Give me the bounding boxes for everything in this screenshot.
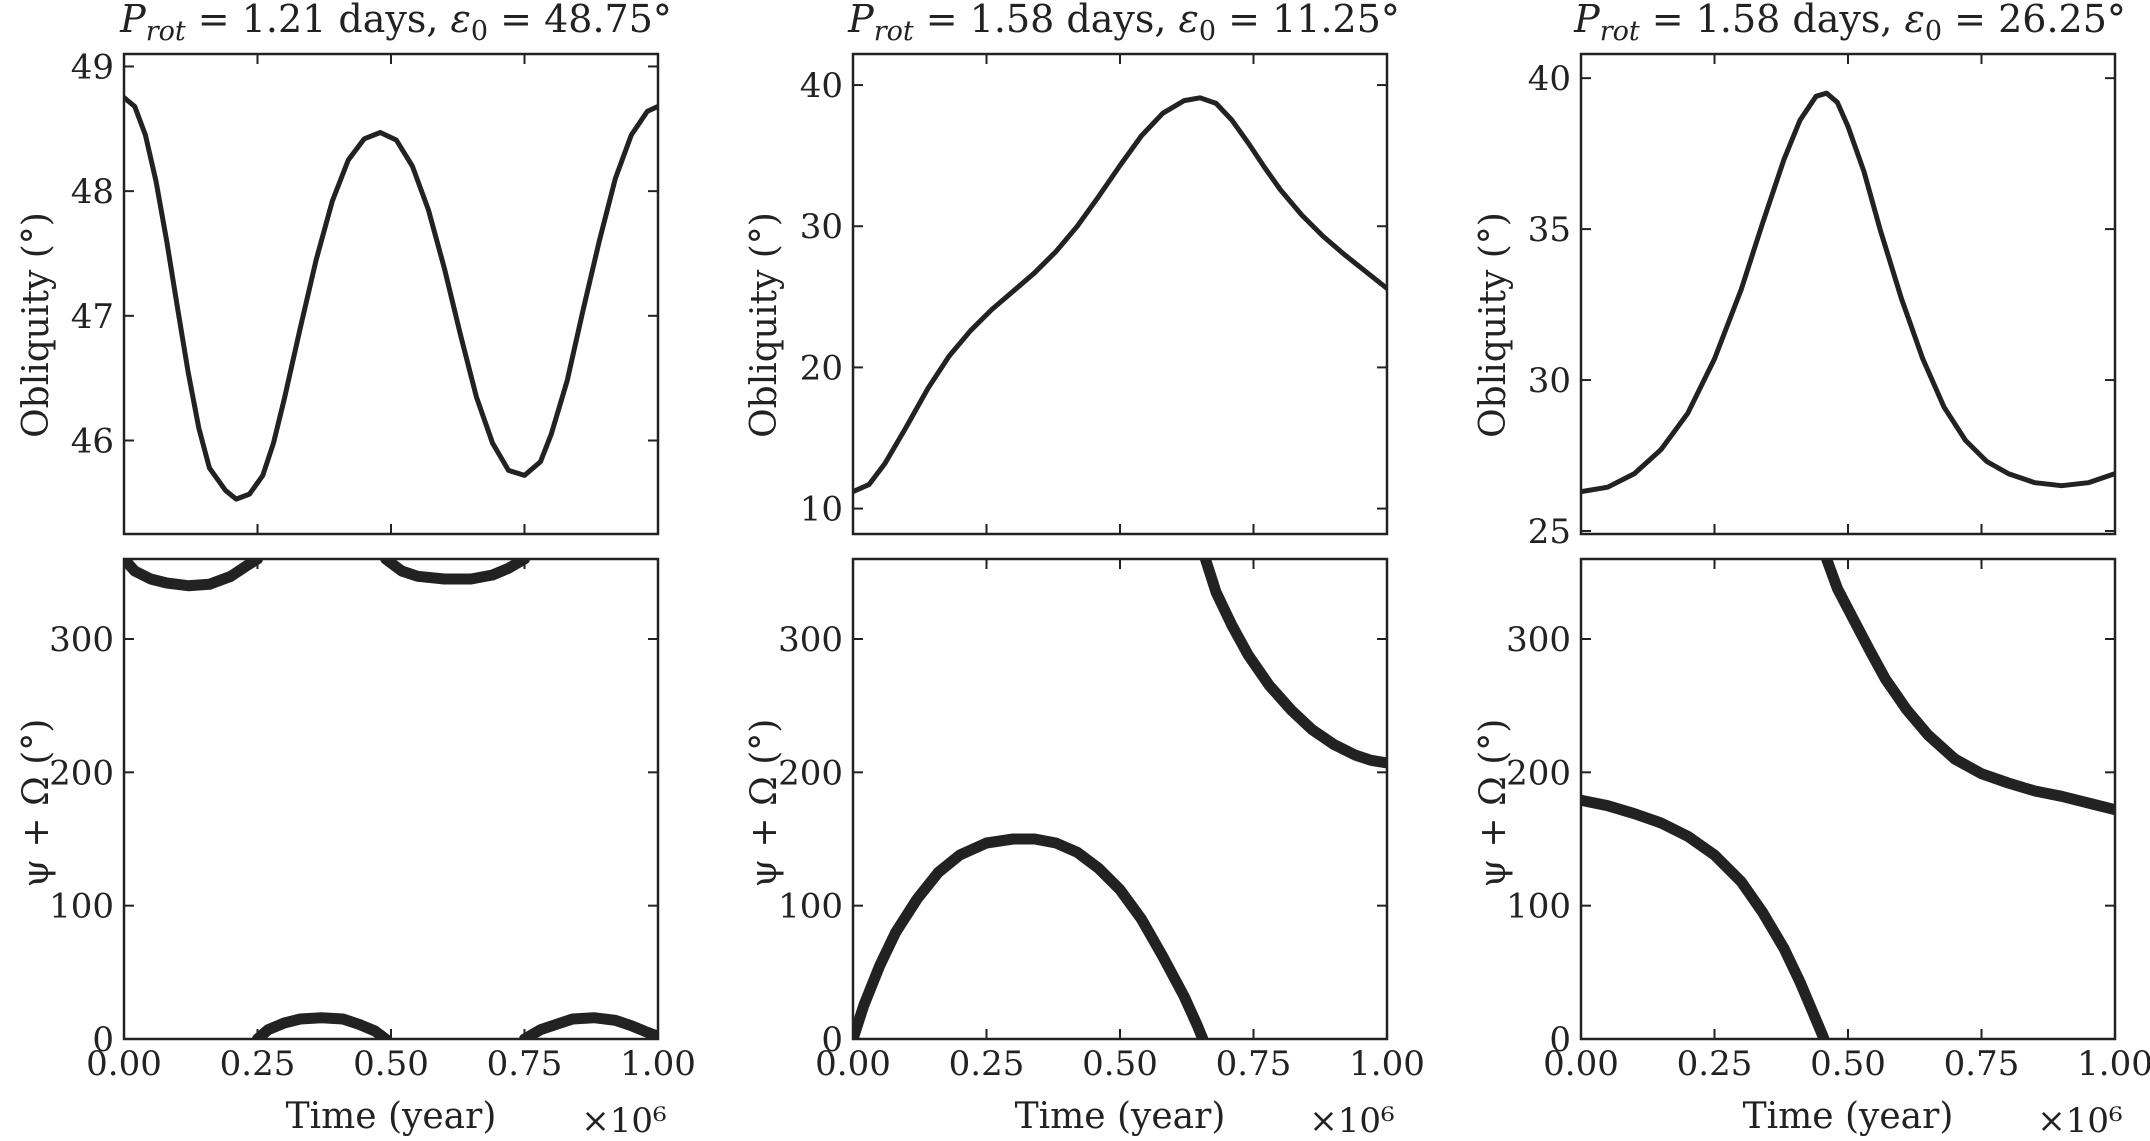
y-tick-label: 300 — [49, 620, 114, 660]
axes-frame — [122, 557, 660, 1041]
panel-4: 0 100 200 300 0.00 0.25 0.50 0.75 1.00 — [49, 557, 696, 1084]
series-line-1-1 — [124, 95, 658, 502]
axes-frame — [1579, 557, 2117, 1041]
x-tick-label: 1.00 — [620, 1044, 696, 1084]
y-tick-label: 200 — [49, 753, 114, 793]
y-tick-label: 0 — [821, 1020, 843, 1060]
series-line-4-2 — [252, 1012, 392, 1039]
axes-frame — [851, 557, 1389, 1041]
x-multiplier-1: ×10⁶ — [581, 1101, 666, 1141]
x-tick-label: 0.75 — [487, 1044, 563, 1084]
series-line-4-1 — [124, 559, 263, 592]
series-line-6-1 — [1581, 794, 1830, 1039]
x-tick-label: 0.00 — [1543, 1044, 1619, 1084]
x-tick-label: 1.00 — [2077, 1044, 2150, 1084]
y-tick-label: 0 — [92, 1020, 114, 1060]
x-tick-label: 0.50 — [353, 1044, 429, 1084]
panel-title-1: Prot = 1.21 days, ε0 = 48.75° — [119, 0, 672, 47]
y-tick-label: 47 — [71, 297, 114, 337]
x-tick-label: 0.25 — [1677, 1044, 1753, 1084]
x-tick-label: 0.00 — [86, 1044, 162, 1084]
ylabel-top-3: Obliquity (°) — [1473, 212, 1514, 438]
series-line-5-2 — [1199, 559, 1387, 769]
series-line-5-1 — [853, 833, 1209, 1039]
series-line-2-1 — [853, 95, 1387, 495]
y-tick-label: 46 — [71, 421, 114, 461]
y-tick-label: 30 — [1528, 361, 1571, 401]
y-tick-label: 10 — [800, 490, 843, 530]
y-tick-label: 200 — [778, 753, 843, 793]
panel-title-2: Prot = 1.58 days, ε0 = 11.25° — [847, 0, 1400, 47]
x-tick-label: 0.25 — [220, 1044, 296, 1084]
panel-5: 0 100 200 300 0.00 0.25 0.50 0.75 1.00 — [778, 557, 1425, 1084]
y-tick-label: 0 — [1549, 1020, 1571, 1060]
y-tick-label: 100 — [778, 887, 843, 927]
series-line-4-4 — [519, 1012, 658, 1039]
panel-6: 0 100 200 300 0.00 0.25 0.50 0.75 1.00 — [1506, 557, 2150, 1084]
panel-3: 25 30 35 40 — [1528, 52, 2117, 552]
y-tick-label: 30 — [800, 207, 843, 247]
x-tick-label: 0.50 — [1810, 1044, 1886, 1084]
xlabel-1: Time (year) — [286, 1096, 497, 1137]
x-multiplier-2: ×10⁶ — [1309, 1101, 1394, 1141]
ylabel-top-1: Obliquity (°) — [16, 212, 57, 438]
xlabel-2: Time (year) — [1015, 1096, 1226, 1137]
x-tick-label: 0.00 — [815, 1044, 891, 1084]
x-tick-label: 0.50 — [1082, 1044, 1158, 1084]
series-line-4-3 — [380, 559, 530, 585]
y-tick-label: 300 — [1506, 620, 1571, 660]
y-tick-label: 20 — [800, 348, 843, 388]
series-line-6-2 — [1821, 559, 2115, 816]
x-tick-label: 0.25 — [949, 1044, 1025, 1084]
y-tick-label: 35 — [1528, 210, 1571, 250]
series-line-3-1 — [1581, 90, 2115, 495]
y-tick-label: 25 — [1528, 512, 1571, 552]
ylabel-bottom-1: ψ + Ω (°) — [16, 719, 57, 888]
panel-1: 46 47 48 49 — [71, 47, 660, 536]
axes-frame — [851, 52, 1389, 536]
axes-frame — [122, 52, 660, 536]
y-tick-label: 40 — [800, 66, 843, 106]
x-tick-label: 1.00 — [1349, 1044, 1425, 1084]
x-tick-label: 0.75 — [1216, 1044, 1292, 1084]
x-tick-label: 0.75 — [1944, 1044, 2020, 1084]
y-tick-label: 200 — [1506, 753, 1571, 793]
x-multiplier-3: ×10⁶ — [2037, 1101, 2122, 1141]
y-tick-label: 40 — [1528, 59, 1571, 99]
ylabel-top-2: Obliquity (°) — [744, 212, 785, 438]
y-tick-label: 100 — [49, 887, 114, 927]
xlabel-3: Time (year) — [1743, 1096, 1954, 1137]
y-tick-label: 300 — [778, 620, 843, 660]
panel-2: 10 20 30 40 — [800, 52, 1389, 536]
ylabel-bottom-2: ψ + Ω (°) — [744, 719, 785, 888]
y-tick-label: 49 — [71, 47, 114, 87]
y-tick-label: 100 — [1506, 887, 1571, 927]
panel-title-3: Prot = 1.58 days, ε0 = 26.25° — [1573, 0, 2126, 47]
ylabel-bottom-3: ψ + Ω (°) — [1473, 719, 1514, 888]
y-tick-label: 48 — [71, 172, 114, 212]
